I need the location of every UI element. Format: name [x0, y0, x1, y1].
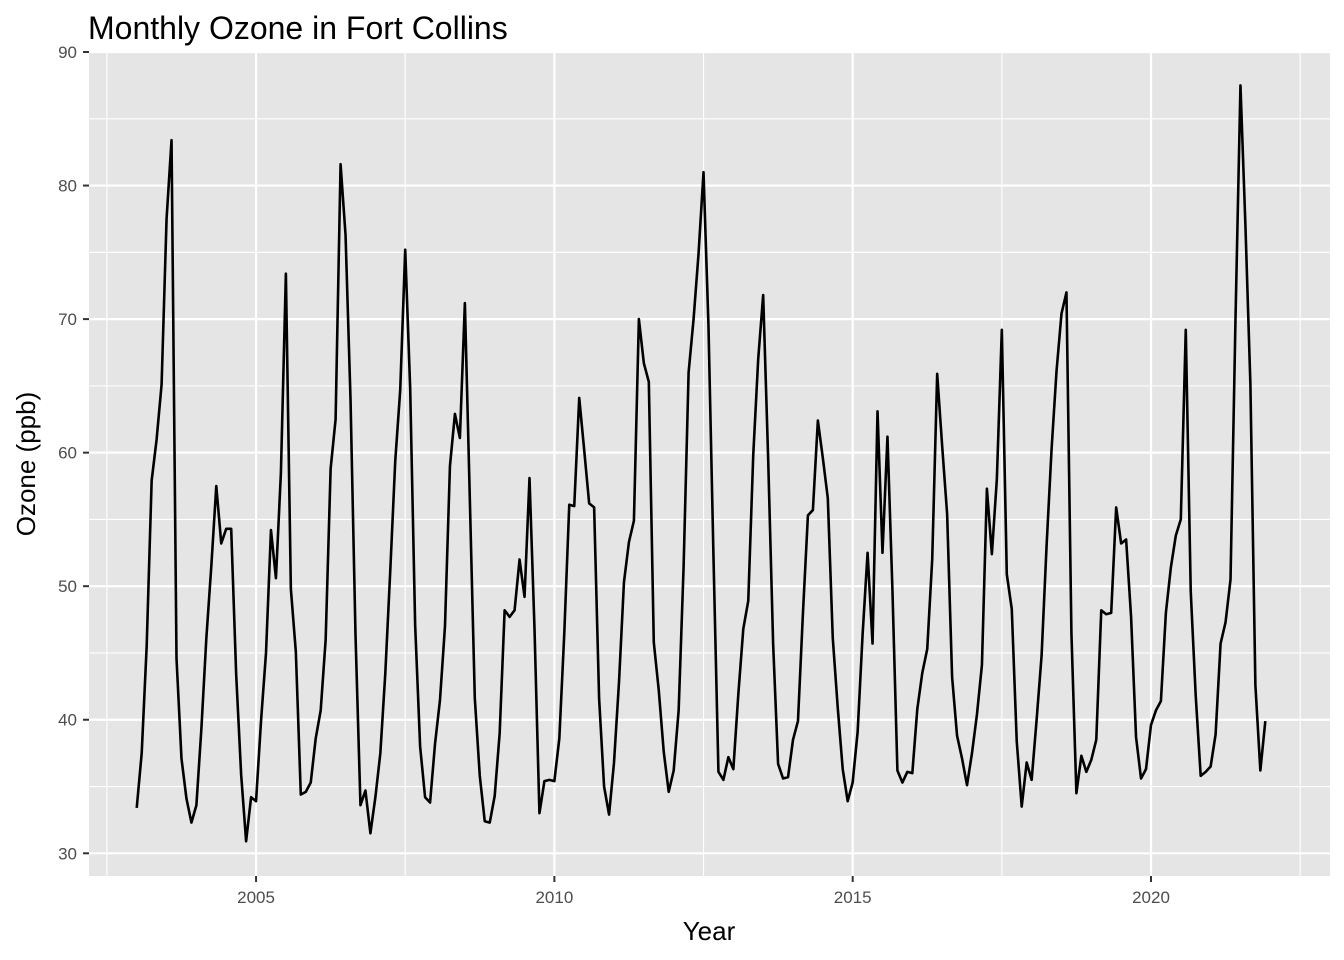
y-axis-title: Ozone (ppb) — [11, 392, 41, 537]
x-tick-label: 2015 — [834, 888, 872, 907]
x-axis-title: Year — [683, 916, 736, 946]
y-tick-label: 40 — [58, 711, 77, 730]
y-tick-label: 80 — [58, 177, 77, 196]
chart-title: Monthly Ozone in Fort Collins — [88, 10, 508, 46]
y-tick-label: 60 — [58, 444, 77, 463]
y-tick-label: 90 — [58, 43, 77, 62]
axis-ticks — [83, 51, 1153, 882]
series-line-ozone — [135, 84, 1267, 843]
x-tick-label: 2020 — [1132, 888, 1170, 907]
y-tick-label: 70 — [58, 310, 77, 329]
major-gridlines — [89, 50, 1330, 876]
x-tick-label: 2005 — [237, 888, 275, 907]
y-tick-label: 50 — [58, 577, 77, 596]
y-tick-label: 30 — [58, 844, 77, 863]
x-tick-label: 2010 — [535, 888, 573, 907]
plot-panel — [89, 52, 1330, 876]
y-tick-labels: 30 40 50 60 70 80 90 — [58, 43, 77, 863]
x-tick-labels: 2005 2010 2015 2020 — [237, 888, 1170, 907]
